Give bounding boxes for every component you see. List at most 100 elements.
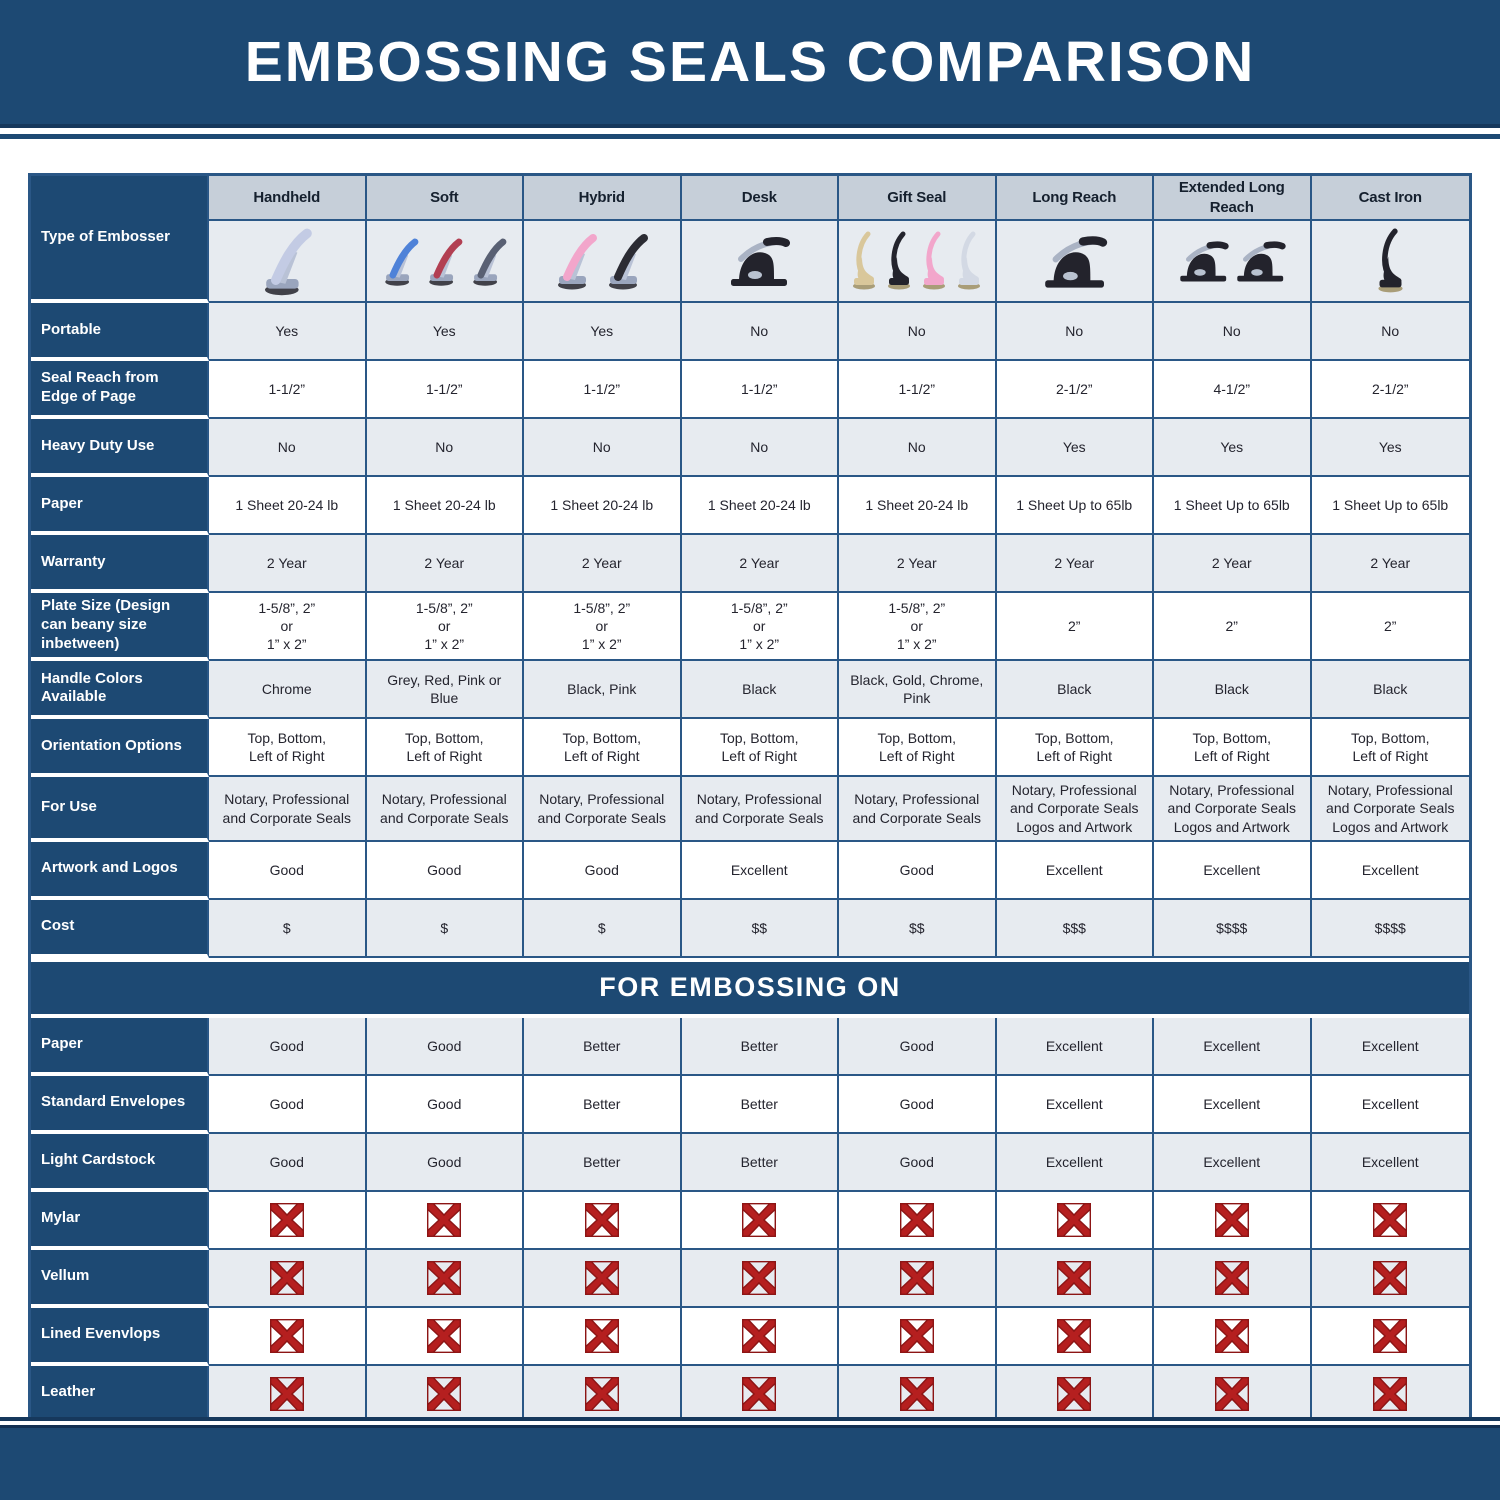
column-header-soft: Soft [366, 176, 524, 221]
table-cell-vellum-extended-long-reach [1154, 1249, 1312, 1308]
table-cell-plate-size-design-can-beany-size-inbetween-hybrid: 1-5/8”, 2” or 1” x 2” [524, 593, 682, 662]
embosser-photo-cell-cast-iron [1311, 221, 1469, 303]
table-cell-standard-envelopes-cast-iron: Excellent [1311, 1075, 1469, 1134]
footer-rule-white [0, 1421, 1500, 1425]
table-cell-cost-soft: $ [366, 899, 524, 958]
table-cell-cost-cast-iron: $$$$ [1311, 899, 1469, 958]
row-label-standard-envelopes: Standard Envelopes [31, 1075, 209, 1134]
table-cell-seal-reach-from-edge-of-page-handheld: 1-1/2” [209, 361, 367, 419]
table-cell-vellum-hybrid [524, 1249, 682, 1308]
table-cell-portable-cast-iron: No [1311, 303, 1469, 361]
table-cell-leather-gift-seal [839, 1365, 997, 1424]
table-cell-handle-colors-available-handheld: Chrome [209, 661, 367, 720]
table-cell-standard-envelopes-gift-seal: Good [839, 1075, 997, 1134]
table-cell-paper-soft: 1 Sheet 20-24 lb [366, 477, 524, 535]
table-cell-mylar-desk [681, 1191, 839, 1250]
desk-embosser-icon [1044, 235, 1107, 288]
table-cell-for-use-soft: Notary, Professional and Corporate Seals [366, 777, 524, 842]
table-cell-paper-extended-long-reach: 1 Sheet Up to 65lb [1154, 477, 1312, 535]
table-cell-portable-extended-long-reach: No [1154, 303, 1312, 361]
not-suitable-x-icon [1214, 1260, 1249, 1295]
table-cell-leather-soft [366, 1365, 524, 1424]
table-cell-lined-evenvlops-extended-long-reach [1154, 1307, 1312, 1366]
handheld-embosser-icon [558, 234, 598, 290]
embosser-photo-cell-gift-seal [839, 221, 997, 303]
column-header-gift-seal: Gift Seal [839, 176, 997, 221]
table-cell-mylar-handheld [209, 1191, 367, 1250]
comparison-table: Type of Embosser Handheld Soft Hybrid Desk Gi… [28, 173, 1472, 1427]
table-cell-portable-long-reach: No [996, 303, 1154, 361]
table-cell-orientation-options-handheld: Top, Bottom, Left of Right [209, 719, 367, 778]
row-label-cost: Cost [31, 899, 209, 958]
table-cell-leather-desk [681, 1365, 839, 1424]
footer-blue-band [0, 1425, 1500, 1500]
table-cell-plate-size-design-can-beany-size-inbetween-desk: 1-5/8”, 2” or 1” x 2” [681, 593, 839, 662]
not-suitable-x-icon [584, 1202, 619, 1237]
table-cell-warranty-hybrid: 2 Year [524, 535, 682, 593]
table-cell-heavy-duty-use-gift-seal: No [839, 419, 997, 477]
upright-embosser-icon [888, 231, 911, 290]
table-cell-lined-evenvlops-long-reach [996, 1307, 1154, 1366]
table-cell-orientation-options-desk: Top, Bottom, Left of Right [681, 719, 839, 778]
table-cell-for-use-cast-iron: Notary, Professional and Corporate Seals… [1311, 777, 1469, 842]
table-cell-artwork-and-logos-cast-iron: Excellent [1311, 841, 1469, 900]
column-header-long-reach: Long Reach [996, 176, 1154, 221]
upright-embosser-icon [958, 231, 981, 290]
not-suitable-x-icon [427, 1202, 462, 1237]
embosser-photo-cell-extended-long-reach [1154, 221, 1312, 303]
table-cell-lined-evenvlops-gift-seal [839, 1307, 997, 1366]
not-suitable-x-icon [269, 1376, 304, 1411]
table-cell-for-use-handheld: Notary, Professional and Corporate Seals [209, 777, 367, 842]
table-cell-handle-colors-available-gift-seal: Black, Gold, Chrome, Pink [839, 661, 997, 720]
table-cell-portable-desk: No [681, 303, 839, 361]
table-cell-artwork-and-logos-long-reach: Excellent [996, 841, 1154, 900]
table-cell-warranty-desk: 2 Year [681, 535, 839, 593]
table-cell-for-use-extended-long-reach: Notary, Professional and Corporate Seals… [1154, 777, 1312, 842]
table-cell-for-use-desk: Notary, Professional and Corporate Seals [681, 777, 839, 842]
embosser-photo-cell-soft [366, 221, 524, 303]
table-cell-orientation-options-long-reach: Top, Bottom, Left of Right [996, 719, 1154, 778]
handheld-embosser-icon [265, 228, 312, 296]
not-suitable-x-icon [1057, 1260, 1092, 1295]
table-cell-standard-envelopes-long-reach: Excellent [996, 1075, 1154, 1134]
not-suitable-x-icon [742, 1376, 777, 1411]
not-suitable-x-icon [899, 1202, 934, 1237]
not-suitable-x-icon [1373, 1260, 1408, 1295]
row-label-mylar: Mylar [31, 1191, 209, 1250]
column-header-cast-iron: Cast Iron [1311, 176, 1469, 221]
row-label-vellum: Vellum [31, 1249, 209, 1308]
table-cell-orientation-options-soft: Top, Bottom, Left of Right [366, 719, 524, 778]
table-cell-paper-cast-iron: 1 Sheet Up to 65lb [1311, 477, 1469, 535]
table-cell-plate-size-design-can-beany-size-inbetween-soft: 1-5/8”, 2” or 1” x 2” [366, 593, 524, 662]
row-label-plate-size-design-can-beany-size-inbetween: Plate Size (Design can beany size inbetw… [31, 593, 209, 662]
not-suitable-x-icon [584, 1318, 619, 1353]
table-cell-vellum-handheld [209, 1249, 367, 1308]
table-cell-light-cardstock-desk: Better [681, 1133, 839, 1192]
not-suitable-x-icon [1214, 1376, 1249, 1411]
table-cell-portable-handheld: Yes [209, 303, 367, 361]
not-suitable-x-icon [1214, 1202, 1249, 1237]
table-cell-handle-colors-available-desk: Black [681, 661, 839, 720]
table-cell-seal-reach-from-edge-of-page-gift-seal: 1-1/2” [839, 361, 997, 419]
table-cell-mylar-extended-long-reach [1154, 1191, 1312, 1250]
table-cell-handle-colors-available-long-reach: Black [996, 661, 1154, 720]
table-cell-light-cardstock-gift-seal: Good [839, 1133, 997, 1192]
row-label-lined-evenvlops: Lined Evenvlops [31, 1307, 209, 1366]
table-cell-for-use-hybrid: Notary, Professional and Corporate Seals [524, 777, 682, 842]
table-cell-paper-cast-iron: Excellent [1311, 1017, 1469, 1076]
table-cell-handle-colors-available-hybrid: Black, Pink [524, 661, 682, 720]
row-label-leather: Leather [31, 1365, 209, 1424]
table-cell-handle-colors-available-cast-iron: Black [1311, 661, 1469, 720]
table-cell-paper-hybrid: 1 Sheet 20-24 lb [524, 477, 682, 535]
table-cell-light-cardstock-extended-long-reach: Excellent [1154, 1133, 1312, 1192]
table-cell-leather-hybrid [524, 1365, 682, 1424]
not-suitable-x-icon [1373, 1202, 1408, 1237]
table-cell-seal-reach-from-edge-of-page-hybrid: 1-1/2” [524, 361, 682, 419]
not-suitable-x-icon [269, 1202, 304, 1237]
table-cell-paper-desk: Better [681, 1017, 839, 1076]
table-cell-paper-handheld: Good [209, 1017, 367, 1076]
table-cell-warranty-long-reach: 2 Year [996, 535, 1154, 593]
column-header-desk: Desk [681, 176, 839, 221]
table-cell-warranty-gift-seal: 2 Year [839, 535, 997, 593]
not-suitable-x-icon [427, 1260, 462, 1295]
